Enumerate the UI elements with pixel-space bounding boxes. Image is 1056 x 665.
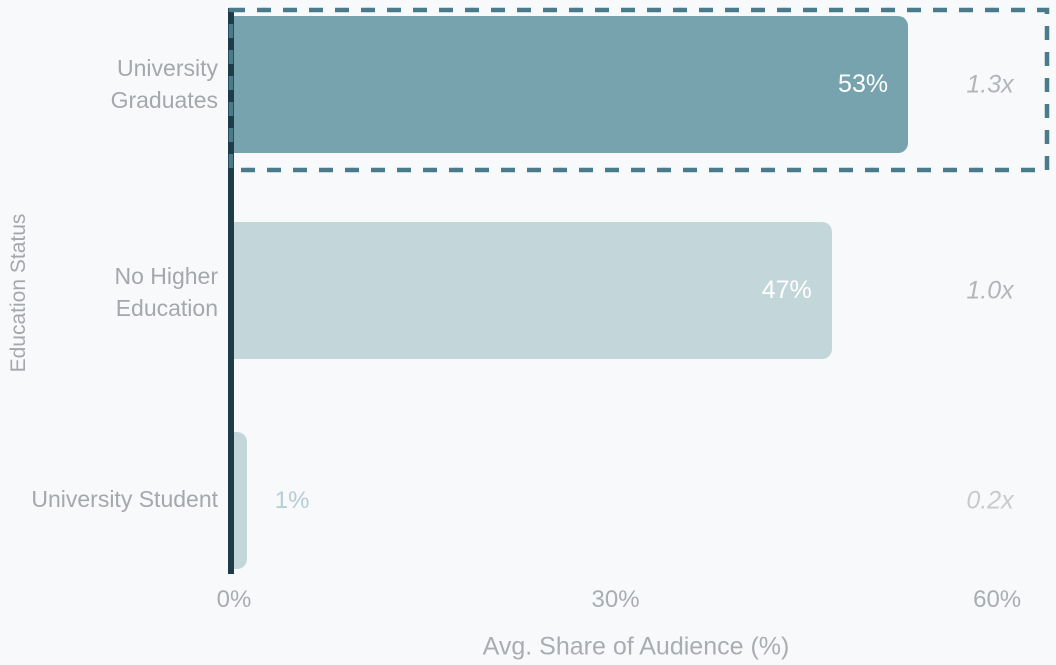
category-label-university-student: University Student bbox=[31, 485, 218, 512]
multiplier-label: 0.2x bbox=[966, 486, 1014, 514]
category-label-no-higher-education: No Higher Education bbox=[114, 262, 218, 321]
x-axis-title: Avg. Share of Audience (%) bbox=[482, 632, 790, 661]
x-tick-30: 30% bbox=[591, 586, 640, 613]
x-axis-ticks: 0% 30% 60% bbox=[217, 586, 1048, 616]
y-axis-line bbox=[228, 8, 234, 574]
bar-value-label: 47% bbox=[761, 276, 812, 304]
bar-value-label: 53% bbox=[838, 70, 889, 98]
bar-university-graduates: 53% bbox=[234, 16, 909, 153]
bar-row-no-higher-education: 47% 1.0x bbox=[234, 222, 1048, 359]
plot-area: 53% 1.3x 47% 1.0x 1% 0.2x bbox=[234, 0, 1048, 575]
bar-row-university-student: 1% 0.2x bbox=[234, 432, 1048, 569]
multiplier-label: 1.3x bbox=[966, 70, 1014, 98]
bar-row-university-graduates: 53% 1.3x bbox=[234, 16, 1048, 153]
multiplier-label: 1.0x bbox=[966, 276, 1014, 304]
x-tick-0: 0% bbox=[216, 586, 252, 613]
category-label-university-graduates: University Graduates bbox=[110, 54, 218, 113]
bar-value-label: 1% bbox=[274, 486, 310, 514]
bar-no-higher-education: 47% bbox=[234, 222, 832, 359]
x-tick-60: 60% bbox=[973, 586, 1022, 613]
bar-university-student bbox=[234, 432, 247, 569]
